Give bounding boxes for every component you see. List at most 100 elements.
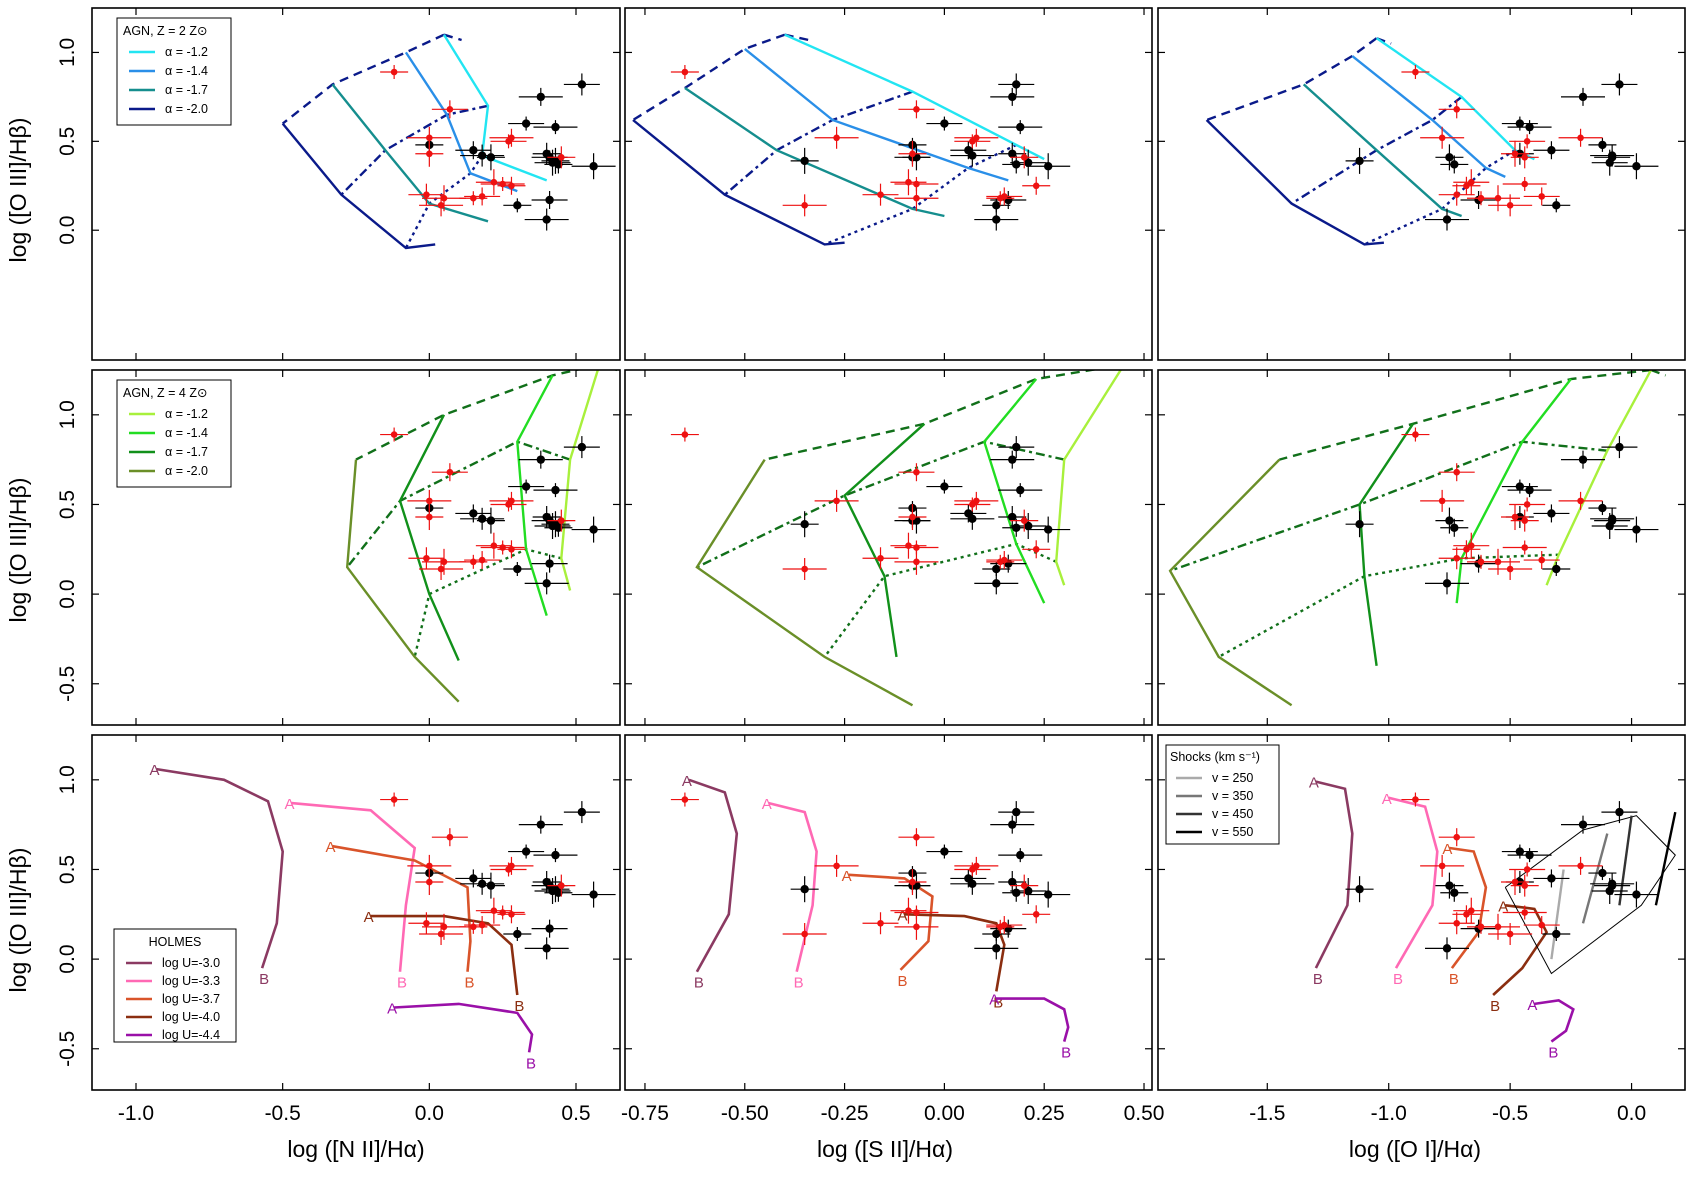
track-label-a: A xyxy=(989,992,999,1009)
legend-entry-label: α = -1.2 xyxy=(165,45,208,59)
model-line-z2-alpha-4 xyxy=(1205,119,1385,246)
y-tick-label: -0.5 xyxy=(56,1031,79,1067)
model-grid-line xyxy=(1206,37,1378,122)
observation-point-black xyxy=(1547,509,1556,518)
observation-point-red xyxy=(1511,150,1519,158)
observation-point-red xyxy=(478,921,486,929)
observation-point-red xyxy=(478,193,486,200)
observation-point-red xyxy=(426,862,433,870)
observation-point-black xyxy=(545,195,554,205)
observation-point-black xyxy=(1442,944,1452,953)
track-label-a: A xyxy=(1382,791,1392,808)
observation-point-black xyxy=(1552,564,1561,574)
legend-entry-label: v = 350 xyxy=(1212,789,1253,803)
observation-point-black xyxy=(1008,512,1017,522)
observation-point-red xyxy=(833,862,840,870)
observation-point-black xyxy=(477,514,487,524)
track-label-a: A xyxy=(762,796,772,813)
model-line-z2-alpha-2 xyxy=(404,51,518,193)
model-line-z2-alpha-2 xyxy=(744,47,1009,182)
observation-point-red xyxy=(1511,513,1519,521)
observation-point-red xyxy=(1577,134,1584,142)
observation-point-black xyxy=(940,847,949,856)
observation-point-black xyxy=(469,509,478,518)
panel-frame xyxy=(91,369,621,726)
legend-entry-label: log U=-3.0 xyxy=(162,956,220,970)
legend-title: AGN, Z = 2 Z⊙ xyxy=(123,24,207,38)
legend-entry-label: α = -2.0 xyxy=(165,464,208,478)
observation-point-black xyxy=(1355,884,1364,894)
observation-point-red xyxy=(1577,497,1584,505)
observation-point-black xyxy=(1012,80,1021,89)
track-label-b: B xyxy=(794,975,804,992)
observation-point-black xyxy=(1355,156,1364,166)
observation-point-black xyxy=(1598,503,1607,513)
observation-point-black xyxy=(513,929,522,939)
observation-point-black xyxy=(1578,820,1588,829)
observation-point-black xyxy=(521,119,531,128)
y-axis-label-row1: log ([O III]/Hβ) xyxy=(5,118,31,263)
model-line-z2-alpha-1 xyxy=(442,34,548,182)
observation-point-red xyxy=(909,150,916,158)
model-grid-line xyxy=(824,143,1017,246)
observation-point-red xyxy=(1463,910,1470,918)
panel-r3-c3: A B A B A B A B A B -1.5 -1.0 -0.5 0.0 Shocks (km s⁻¹)… xyxy=(1157,734,1686,1125)
observation-point-red xyxy=(877,191,884,198)
model-line-z4-alpha-3 xyxy=(1358,423,1415,666)
holmes-track-5 xyxy=(1534,999,1575,1043)
observation-point-black xyxy=(1008,820,1017,829)
observation-point-red xyxy=(440,923,448,931)
observation-point-red xyxy=(913,833,920,841)
model-grid-line xyxy=(340,104,489,196)
y-tick-label: -0.5 xyxy=(56,666,79,702)
observation-point-red xyxy=(558,882,565,889)
observation-point-black xyxy=(545,924,554,933)
observation-point-black xyxy=(992,564,1001,574)
observation-point-red xyxy=(1453,191,1461,198)
x-tick-label: -1.5 xyxy=(1249,1102,1285,1125)
track-label-b: B xyxy=(1548,1045,1558,1062)
observation-point-red xyxy=(877,919,884,927)
model-line-z2-alpha-3 xyxy=(331,83,489,223)
panel-frame xyxy=(91,734,621,1091)
panel-frame xyxy=(624,734,1153,1091)
legend-entry-label: α = -1.4 xyxy=(165,426,208,440)
model-grid-line xyxy=(613,370,618,372)
model-line-z4-alpha-2 xyxy=(516,374,554,616)
observation-point-black xyxy=(536,455,545,464)
observation-point-black xyxy=(1525,485,1534,495)
x-axis-label-oi: log ([O I]/Hα) xyxy=(1349,1136,1481,1162)
legend-title: Shocks (km s⁻¹) xyxy=(1170,750,1260,764)
y-tick-label: 0.5 xyxy=(56,855,79,884)
track-label-a: A xyxy=(897,907,907,924)
axis-labels-group: log ([N II]/Hα) log ([S II]/Hα) log ([O … xyxy=(5,118,1481,1162)
observation-point-black xyxy=(968,514,977,524)
panel-frame xyxy=(624,7,1153,361)
track-label-a: A xyxy=(150,762,160,779)
observation-point-red xyxy=(1538,193,1546,200)
observation-point-black xyxy=(1450,888,1459,897)
holmes-track-5 xyxy=(394,1002,534,1053)
model-grid-line xyxy=(281,33,445,125)
observation-point-red xyxy=(1467,178,1475,186)
x-tick-label: -0.5 xyxy=(265,1102,301,1125)
observation-point-black xyxy=(477,151,487,160)
panel-frame xyxy=(91,7,621,361)
observation-point-red xyxy=(801,202,808,209)
observation-point-red xyxy=(913,180,920,188)
observation-point-red xyxy=(423,191,430,198)
observation-point-red xyxy=(1000,556,1008,564)
holmes-track-3 xyxy=(332,844,472,972)
observation-point-red xyxy=(1412,431,1419,438)
holmes-track-2 xyxy=(291,801,417,972)
plot-area xyxy=(670,370,1148,707)
x-tick-label: -1.0 xyxy=(1371,1102,1407,1125)
model-grid-line xyxy=(355,370,582,461)
observation-point-red xyxy=(1523,501,1531,508)
observation-point-black xyxy=(1578,455,1588,464)
observation-point-black xyxy=(1598,868,1607,878)
observation-point-red xyxy=(1506,565,1514,573)
track-label-a: A xyxy=(1498,898,1508,915)
